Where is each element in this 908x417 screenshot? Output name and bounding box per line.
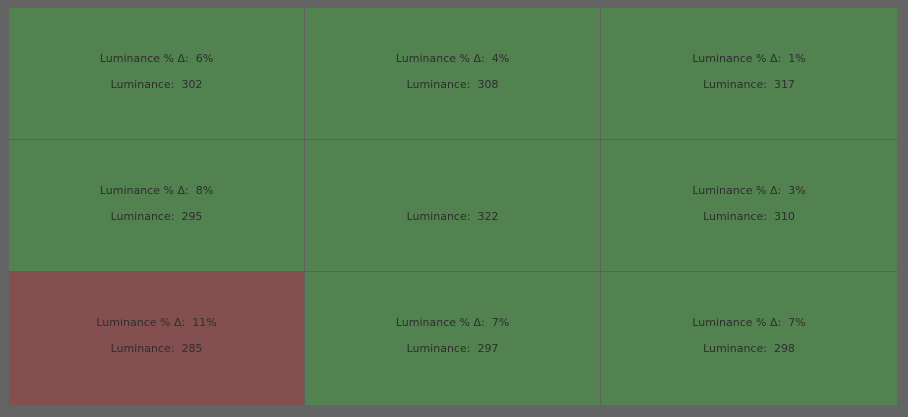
luminance-value-label: Luminance: 298 [703,342,795,355]
luminance-delta-label: Luminance % Δ: 1% [692,52,806,65]
grid-cell-middle-right: Luminance % Δ: 3% Luminance: 310 [601,140,897,272]
luminance-value-label: Luminance: 310 [703,210,795,223]
grid-cell-top-center: Luminance % Δ: 4% Luminance: 308 [305,8,601,140]
grid-cell-middle-left: Luminance % Δ: 8% Luminance: 295 [9,140,305,272]
luminance-delta-label: Luminance % Δ: 11% [96,316,217,329]
luminance-value-label: Luminance: 302 [110,78,203,91]
grid-cell-bottom-right: Luminance % Δ: 7% Luminance: 298 [601,272,897,405]
luminance-delta-label: Luminance % Δ: 6% [99,52,214,65]
luminance-delta-label: Luminance % Δ: 3% [692,184,806,197]
luminance-value-label: Luminance: 322 [406,210,499,223]
grid-cell-top-right: Luminance % Δ: 1% Luminance: 317 [601,8,897,140]
luminance-value-label: Luminance: 297 [406,342,499,355]
luminance-value-label: Luminance: 308 [406,78,499,91]
luminance-delta-label: Luminance % Δ: 7% [395,316,510,329]
luminance-delta-label: Luminance % Δ: 4% [395,52,510,65]
luminance-value-label: Luminance: 317 [703,78,795,91]
luminance-value-label: Luminance: 285 [110,342,203,355]
grid-cell-top-left: Luminance % Δ: 6% Luminance: 302 [9,8,305,140]
grid-cell-center-reference: Luminance: 322 [305,140,601,272]
luminance-uniformity-grid: Luminance % Δ: 6% Luminance: 302 Luminan… [9,8,897,405]
luminance-delta-label: Luminance % Δ: 7% [692,316,806,329]
grid-cell-bottom-left: Luminance % Δ: 11% Luminance: 285 [9,272,305,405]
grid-cell-bottom-center: Luminance % Δ: 7% Luminance: 297 [305,272,601,405]
luminance-value-label: Luminance: 295 [110,210,203,223]
luminance-delta-label: Luminance % Δ: 8% [99,184,214,197]
